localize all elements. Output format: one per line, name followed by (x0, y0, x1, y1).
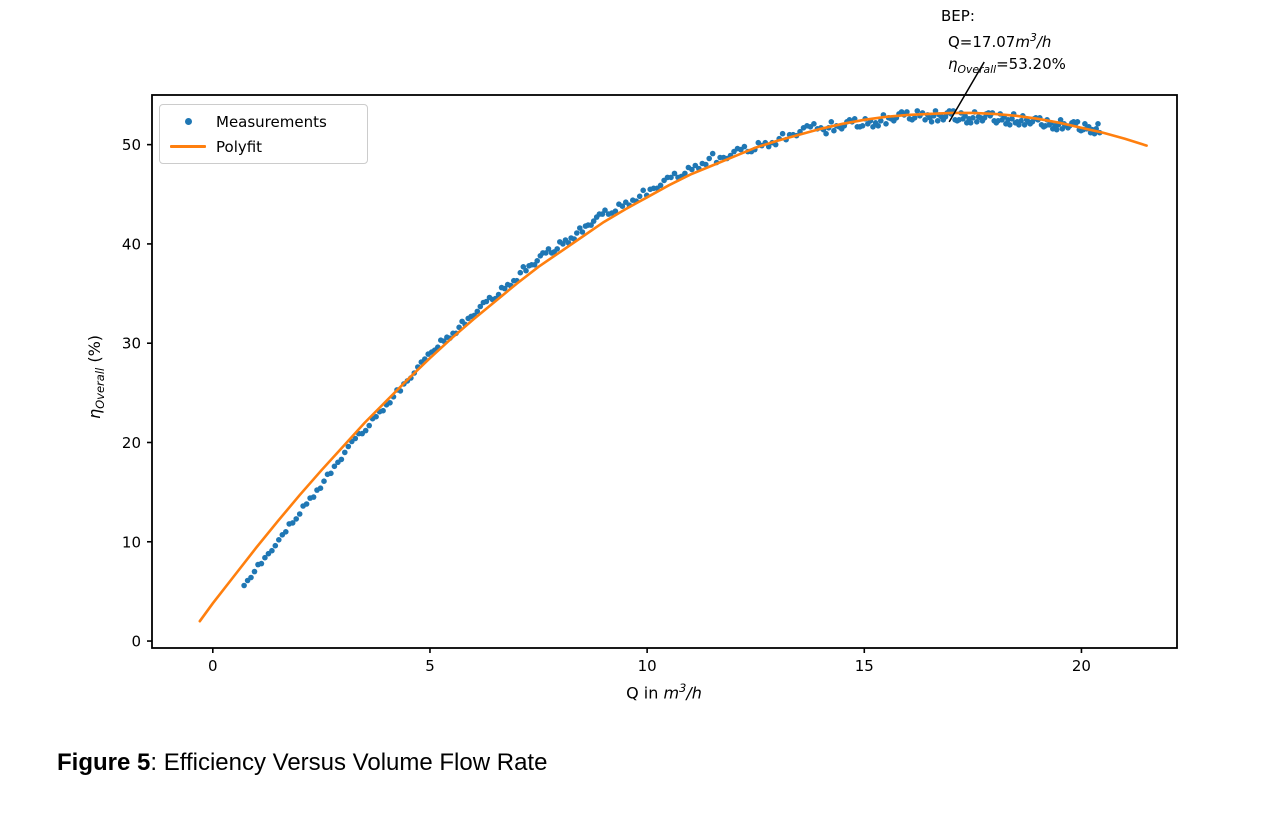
figure-caption-text: : Efficiency Versus Volume Flow Rate (150, 749, 548, 776)
figure-caption-number: Figure 5 (57, 749, 151, 776)
y-tick-label: 10 (122, 533, 141, 551)
annotation-arrow (948, 61, 985, 123)
y-axis-label: ηOverall (%) (85, 334, 108, 420)
legend-item-measurements: Measurements (160, 109, 359, 134)
legend-label-measurements: Measurements (216, 112, 327, 131)
polyfit-line (198, 111, 1148, 623)
bep-annotation-eta: ηOverall=53.20% (948, 55, 1066, 76)
bep-annotation-title: BEP: (941, 7, 975, 25)
measurements-series (241, 108, 1103, 589)
y-tick-label: 0 (131, 633, 141, 651)
scatter-marker-icon (160, 118, 216, 125)
x-tick-label: 20 (1072, 657, 1091, 675)
legend: Measurements Polyfit (159, 104, 368, 164)
plot-frame (151, 94, 1178, 649)
x-tick-label: 15 (855, 657, 874, 675)
x-tick-label: 0 (208, 657, 218, 675)
x-axis-label: Q in m3/h (626, 681, 702, 703)
y-tick-label: 40 (122, 235, 141, 253)
bep-annotation-q: Q=17.07m3/h (948, 31, 1052, 51)
figure-caption: Figure 5: Efficiency Versus Volume Flow … (57, 749, 547, 777)
y-tick-label: 20 (122, 434, 141, 452)
legend-label-polyfit: Polyfit (216, 137, 263, 156)
legend-item-polyfit: Polyfit (160, 134, 359, 159)
line-marker-icon (160, 145, 216, 148)
y-tick-label: 50 (122, 136, 141, 154)
y-tick-label: 30 (122, 335, 141, 353)
bep-annotation: BEP: Q=17.07m3/h ηOverall=53.20% (941, 5, 1066, 81)
x-tick-label: 10 (638, 657, 657, 675)
x-tick-label: 5 (425, 657, 435, 675)
